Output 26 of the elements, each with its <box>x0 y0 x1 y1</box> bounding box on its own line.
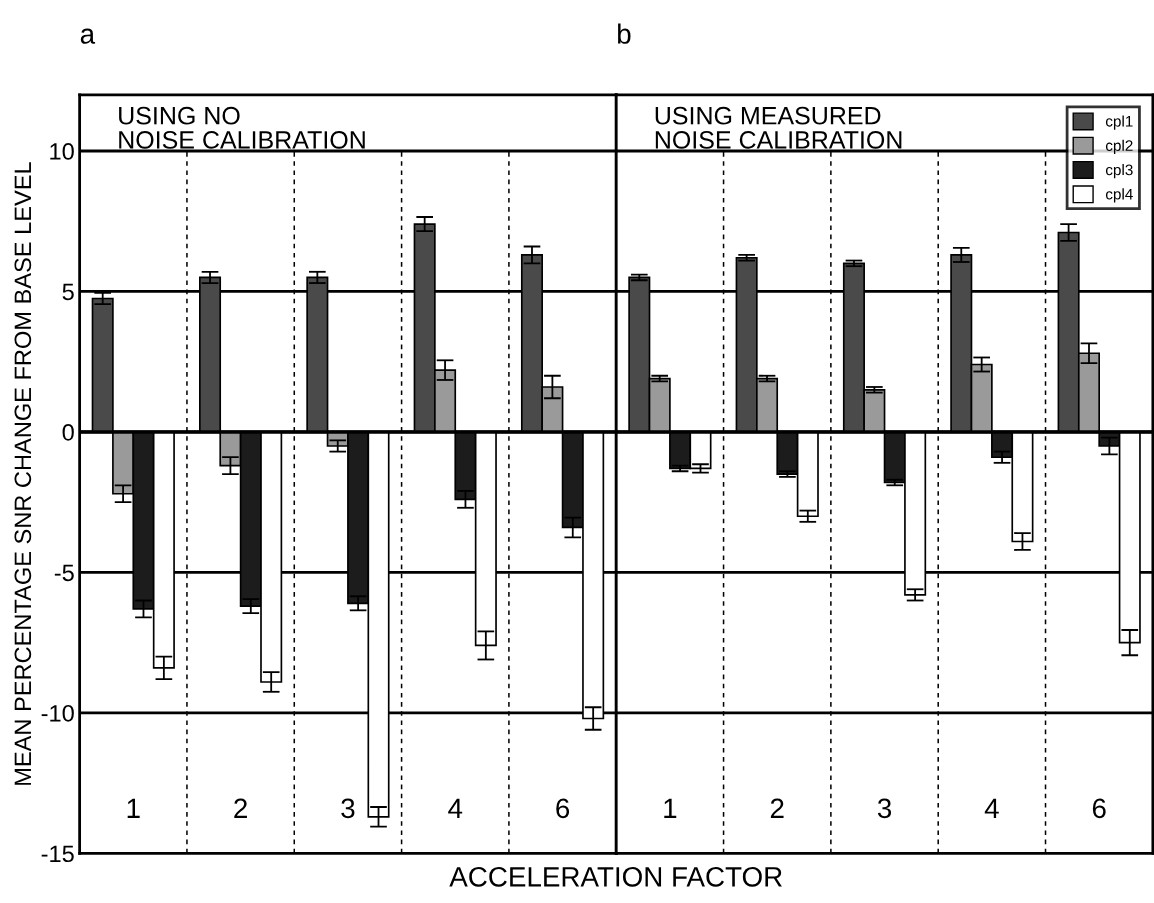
annotation: USING MEASURED NOISE CALIBRATION <box>655 106 902 149</box>
x-tick-label: 2 <box>234 798 247 818</box>
y-tick-label: 5 <box>62 283 74 301</box>
x-tick-label: 1 <box>664 798 677 818</box>
x-tick-label: 2 <box>770 798 784 818</box>
x-tick-label: 3 <box>341 798 355 819</box>
x-tick-label: 4 <box>448 798 463 818</box>
y-tick-label: 10 <box>50 143 74 160</box>
y-tick-label: 0 <box>62 424 74 441</box>
legend-label: cpl1 <box>1105 115 1133 130</box>
x-tick-label: 4 <box>984 798 999 818</box>
y-axis-title: MEAN PERCENTAGE SNR CHANGE FROM BASE LEVEL <box>14 162 32 785</box>
legend-label: cpl4 <box>1105 188 1133 203</box>
chart-title: a <box>80 28 96 44</box>
x-tick-label: 6 <box>1092 798 1106 819</box>
y-tick-label: -5 <box>54 564 74 582</box>
x-tick-label: 1 <box>127 798 140 818</box>
chart-title: b <box>618 23 631 44</box>
y-tick-label: -15 <box>41 845 74 863</box>
annotation: USING NO NOISE CALIBRATION <box>119 106 365 149</box>
y-tick-label: -10 <box>41 704 74 722</box>
legend-label: cpl2 <box>1105 139 1133 154</box>
legend-label: cpl3 <box>1105 164 1133 179</box>
x-axis-title: ACCELERATION FACTOR <box>449 867 782 887</box>
x-tick-label: 3 <box>877 798 892 819</box>
x-tick-label: 6 <box>556 798 570 819</box>
